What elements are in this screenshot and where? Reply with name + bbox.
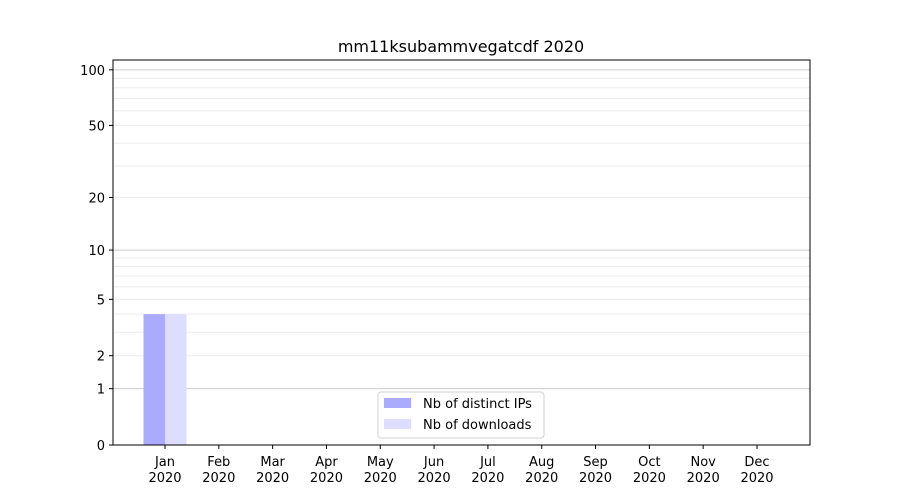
legend-swatch [384, 419, 411, 429]
chart-title: mm11ksubammvegatcdf 2020 [338, 37, 584, 56]
x-tick-label: Dec 2020 [740, 455, 773, 486]
y-tick-label: 20 [88, 192, 105, 207]
legend: Nb of distinct IPs Nb of downloads [377, 391, 545, 439]
legend-swatch [384, 398, 411, 408]
y-tick-label: 5 [97, 293, 105, 308]
x-tick-label: Apr 2020 [310, 455, 343, 486]
legend-label: Nb of distinct IPs [423, 397, 532, 412]
x-tick-label: Feb 2020 [202, 455, 235, 486]
x-tick-label: Nov 2020 [687, 455, 720, 486]
x-tick-label: Oct 2020 [633, 455, 666, 486]
x-tick-label: Sep 2020 [579, 455, 612, 486]
y-tick-label: 1 [97, 383, 105, 398]
y-tick-label: 0 [97, 439, 105, 454]
x-tick-label: Jul 2020 [471, 455, 504, 486]
x-tick-label: Jan 2020 [148, 455, 181, 486]
y-tick-label: 50 [88, 119, 105, 134]
x-tick-label: Aug 2020 [525, 455, 558, 486]
bar-distinct-ips [143, 314, 165, 445]
bar-downloads [165, 314, 187, 445]
y-tick-label: 2 [97, 350, 105, 365]
y-tick-label: 100 [80, 64, 105, 79]
y-tick-label: 10 [88, 244, 105, 259]
x-tick-label: May 2020 [364, 455, 397, 486]
legend-label: Nb of downloads [423, 418, 532, 433]
x-tick-label: Mar 2020 [256, 455, 289, 486]
legend-box [377, 391, 545, 439]
x-tick-label: Jun 2020 [418, 455, 451, 486]
plot-frame [112, 59, 811, 446]
